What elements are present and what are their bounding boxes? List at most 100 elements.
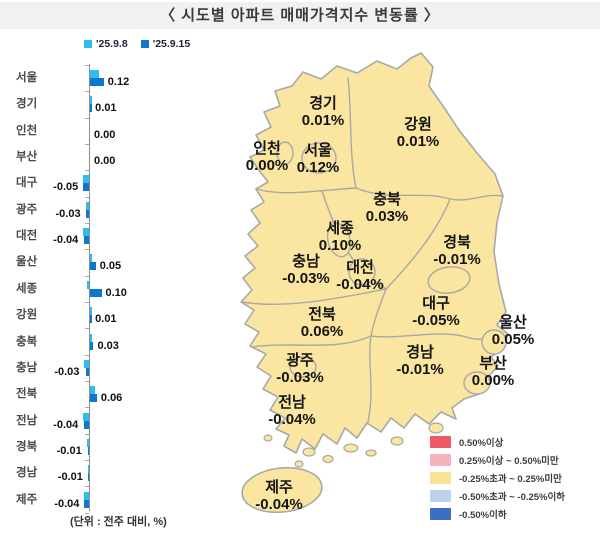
- chart-legend-label: '25.9.15: [152, 38, 191, 50]
- bar-category-label: 충남: [16, 361, 38, 374]
- axis-tick: [85, 196, 89, 198]
- bar-current-week: [90, 288, 102, 297]
- bar-value-label: 0.03: [97, 339, 119, 352]
- bar-current-week: [83, 183, 89, 192]
- map-legend-label: 0.50%이상: [459, 438, 504, 449]
- map-region-label: 제주 -0.04%: [255, 479, 303, 513]
- jeju-island: [241, 466, 323, 514]
- map-region-label: 인천 0.00%: [246, 140, 289, 174]
- axis-tick: [85, 170, 89, 172]
- map-region-name: 제주: [265, 479, 293, 496]
- map-region-value: -0.03%: [282, 270, 330, 287]
- bar-value-label: -0.03: [54, 365, 80, 378]
- map-legend-label: 0.25%이상 ~ 0.50%미만: [459, 456, 559, 467]
- axis-tick: [85, 460, 89, 462]
- bar-value-label: 0.10: [105, 286, 127, 299]
- map-region-label: 대구 -0.05%: [412, 295, 460, 329]
- bar-value-label: -0.04: [53, 418, 79, 431]
- map-region-name: 부산: [479, 355, 507, 372]
- bar-prev-week: [90, 254, 93, 263]
- incheon-enclave: [276, 141, 294, 165]
- axis-tick: [85, 301, 89, 303]
- map-region-value: 0.00%: [245, 157, 289, 174]
- bar-category-label: 광주: [16, 203, 38, 216]
- axis-tick: [85, 486, 89, 488]
- map-region-value: -0.04%: [255, 496, 303, 513]
- bar-value-label: -0.01: [56, 444, 82, 457]
- map-region-name: 전남: [278, 394, 306, 411]
- bar-value-label: 0.06: [100, 392, 123, 405]
- map-region-name: 울산: [499, 314, 527, 331]
- map-region-name: 충북: [373, 191, 401, 208]
- unit-note: (단위 : 전주 대비, %): [70, 516, 167, 528]
- bar-category-label: 대전: [16, 230, 38, 243]
- bar-category-label: 대구: [16, 177, 38, 190]
- map-region-name: 광주: [286, 352, 314, 369]
- korea-map-shapes: [240, 52, 509, 514]
- bar-chart-legend: '25.9.8 '25.9.15: [84, 38, 190, 50]
- bar-prev-week: [90, 333, 93, 342]
- bar-value-label: 0.12: [107, 76, 130, 88]
- map-region-label: 부산 0.00%: [472, 355, 515, 389]
- bar-current-week: [90, 341, 94, 350]
- map-region-label: 경북 -0.01%: [433, 234, 481, 268]
- bar-prev-week: [87, 465, 89, 474]
- bar-prev-week: [83, 412, 89, 421]
- map-region-value: 0.00%: [471, 372, 515, 389]
- bar-value-label: 0.01: [95, 102, 117, 115]
- map-region-value: -0.01%: [396, 361, 444, 378]
- bar-prev-week: [85, 201, 89, 210]
- bar-current-week: [85, 209, 89, 218]
- bar-current-week: [87, 473, 89, 482]
- map-region-name: 세종: [326, 220, 354, 237]
- bar-prev-week: [83, 175, 89, 184]
- bar-category-label: 세종: [16, 282, 38, 295]
- bar-category-label: 부산: [16, 151, 38, 164]
- map-region-name: 경남: [406, 344, 434, 361]
- map-region-name: 경북: [443, 234, 471, 251]
- map-region-value: 0.06%: [300, 323, 344, 340]
- map-legend-label: -0.50%초과 ~ -0.25%이하: [459, 492, 565, 503]
- daejeon-enclave: [348, 258, 376, 286]
- map-region-name: 인천: [253, 140, 281, 157]
- map-legend-swatch-icon: [430, 508, 451, 520]
- map-region-value: 0.01%: [396, 133, 440, 150]
- bar-value-label: -0.01: [57, 471, 83, 484]
- map-region-name: 전북: [308, 306, 336, 323]
- map-region-label: 충남 -0.03%: [282, 253, 330, 287]
- axis-tick: [85, 222, 89, 224]
- map-region-label: 충북 0.03%: [366, 191, 409, 225]
- map-region-value: -0.01%: [433, 251, 481, 268]
- daegu-enclave: [427, 266, 471, 294]
- map-legend-label: -0.25%초과 ~ 0.25%미만: [459, 474, 562, 485]
- map-legend-swatch-icon: [430, 490, 451, 502]
- axis-tick: [85, 407, 89, 409]
- bar-prev-week: [84, 359, 89, 368]
- axis-tick: [85, 143, 89, 145]
- map-region-value: -0.05%: [412, 312, 460, 329]
- axis-tick: [85, 117, 89, 119]
- bar-value-label: 0.00: [94, 155, 116, 168]
- map-legend-row: -0.50%이하: [430, 507, 565, 521]
- map-region-value: -0.04%: [336, 276, 384, 293]
- bar-current-week: [84, 236, 89, 245]
- map-region-value: 0.10%: [318, 237, 362, 254]
- map-region-value: -0.04%: [268, 411, 316, 428]
- bar-category-label: 강원: [16, 309, 38, 322]
- bar-chart-axis: [89, 64, 90, 511]
- map-region-label: 서울 0.12%: [297, 142, 340, 176]
- bar-prev-week: [90, 307, 92, 316]
- bar-category-label: 울산: [16, 256, 38, 269]
- bar-current-week: [90, 262, 96, 271]
- bar-current-week: [90, 394, 97, 403]
- axis-tick: [85, 249, 89, 251]
- map-region-label: 경남 -0.01%: [396, 344, 444, 378]
- chart-legend-item: '25.9.15: [140, 38, 191, 50]
- bar-prev-week: [86, 280, 89, 289]
- map-region-label: 울산 0.05%: [492, 314, 535, 348]
- legend-swatch-icon: [84, 40, 92, 48]
- map-region-name: 경기: [309, 95, 337, 112]
- city-enclaves: [276, 141, 507, 395]
- bar-value-label: 0.01: [95, 313, 117, 326]
- bar-category-label: 서울: [16, 72, 38, 84]
